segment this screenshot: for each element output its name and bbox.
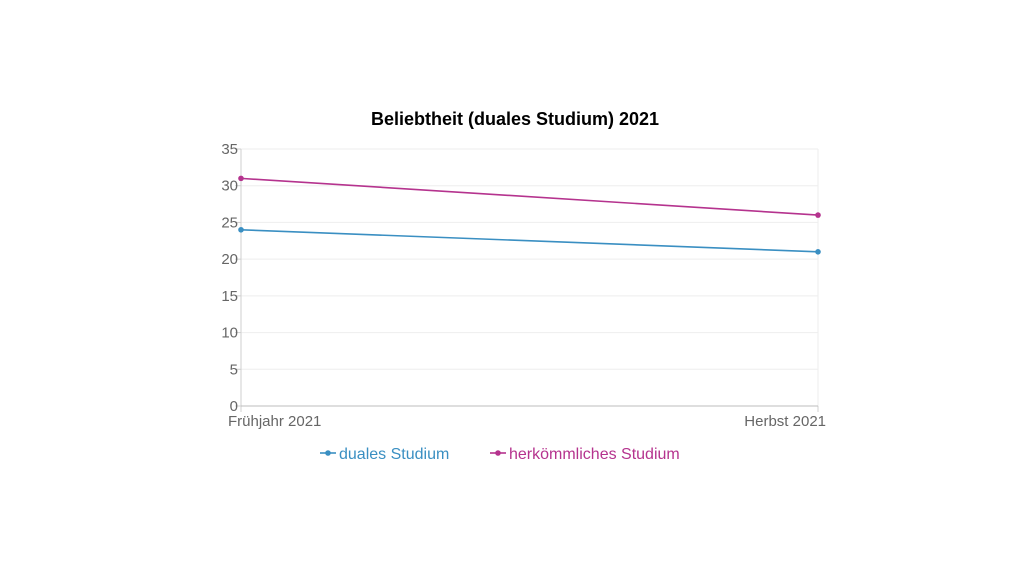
chart-title: Beliebtheit (duales Studium) 2021 [371,109,659,129]
data-point[interactable] [238,226,244,233]
series-line [240,228,819,253]
y-tick-label: 0 [230,398,238,415]
grid [240,148,819,406]
legend-swatch-point [325,450,331,456]
y-tick-label: 25 [221,214,238,231]
data-point[interactable] [815,249,821,255]
data-point[interactable] [238,175,244,182]
y-tick-label: 20 [221,251,238,268]
y-tick-label: 15 [221,288,238,305]
x-tick-label: Herbst 2021 [744,413,826,430]
legend-item[interactable]: duales Studium [320,446,449,463]
legend-item[interactable]: herkömmliches Studium [490,446,680,463]
legend: duales Studium herkömmliches Studium [320,446,680,463]
axes [235,148,819,412]
series-line [240,177,819,216]
legend-label: herkömmliches Studium [509,446,680,463]
legend-label: duales Studium [339,446,449,463]
legend-swatch-point [495,450,501,456]
x-axis-ticks: Frühjahr 2021 Herbst 2021 [228,413,826,430]
y-tick-label: 10 [221,325,238,342]
x-tick-label: Frühjahr 2021 [228,413,321,430]
y-tick-label: 5 [230,361,238,378]
y-axis-ticks: 0 5 10 15 20 25 30 35 [221,141,238,415]
y-tick-label: 30 [221,178,238,195]
y-tick-label: 35 [221,141,238,158]
data-point[interactable] [815,212,821,218]
series [238,175,821,255]
